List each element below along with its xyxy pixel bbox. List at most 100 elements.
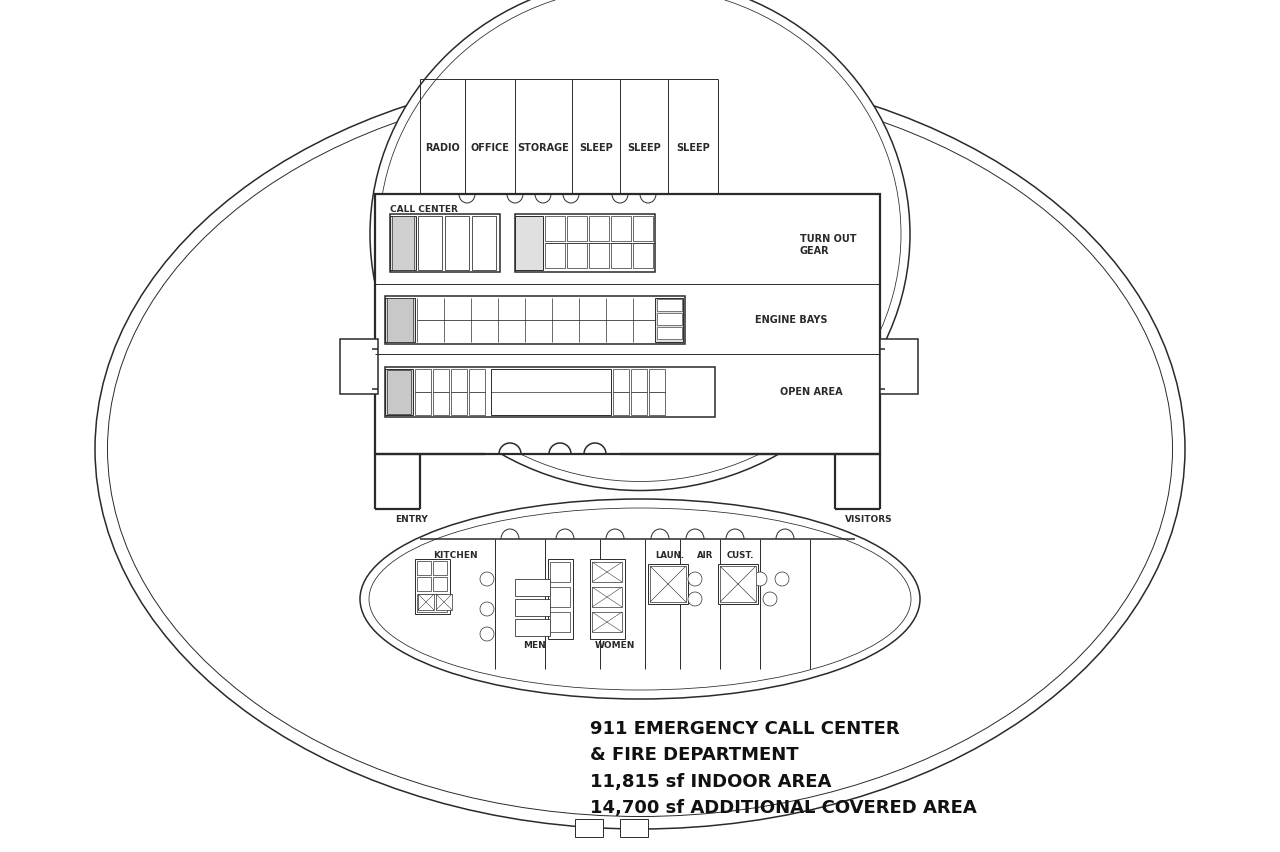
Bar xyxy=(657,300,682,312)
Bar xyxy=(589,244,609,268)
Bar xyxy=(611,244,631,268)
Bar xyxy=(657,328,682,340)
Bar xyxy=(436,595,452,610)
Circle shape xyxy=(480,573,494,586)
Circle shape xyxy=(689,592,701,607)
Bar xyxy=(550,562,570,582)
Bar xyxy=(545,216,564,242)
Bar xyxy=(611,216,631,242)
Bar xyxy=(392,216,413,271)
Text: KITCHEN: KITCHEN xyxy=(433,550,477,559)
Bar xyxy=(634,244,653,268)
Bar xyxy=(620,819,648,837)
Bar xyxy=(650,567,686,602)
Bar xyxy=(492,370,611,416)
Bar xyxy=(419,595,434,610)
Bar xyxy=(385,296,685,344)
Bar xyxy=(451,393,467,416)
Bar xyxy=(419,216,442,271)
Circle shape xyxy=(753,573,767,586)
Bar xyxy=(545,244,564,268)
Bar xyxy=(515,215,655,273)
Bar xyxy=(631,393,646,416)
Text: STORAGE: STORAGE xyxy=(517,143,568,153)
Bar xyxy=(657,314,682,325)
Bar xyxy=(613,393,628,416)
Bar xyxy=(591,587,622,607)
Bar xyxy=(567,244,588,268)
Text: RADIO: RADIO xyxy=(425,143,460,153)
Bar xyxy=(550,613,570,632)
Text: TURN OUT
GEAR: TURN OUT GEAR xyxy=(800,234,856,256)
Bar xyxy=(385,367,716,417)
Bar xyxy=(515,599,550,616)
Bar xyxy=(515,216,543,271)
Bar xyxy=(567,216,588,242)
Bar xyxy=(515,579,550,596)
Text: ENTRY: ENTRY xyxy=(396,515,428,524)
Bar xyxy=(719,567,756,602)
Bar xyxy=(550,587,570,607)
Bar xyxy=(649,370,666,393)
Circle shape xyxy=(689,573,701,586)
Bar xyxy=(655,299,684,343)
Bar xyxy=(451,370,467,393)
Text: MEN: MEN xyxy=(524,640,547,648)
Circle shape xyxy=(763,592,777,607)
Ellipse shape xyxy=(360,499,920,699)
Bar xyxy=(417,561,431,575)
Bar xyxy=(515,619,550,636)
Bar xyxy=(468,393,485,416)
Text: AIR: AIR xyxy=(696,550,713,559)
Bar xyxy=(340,340,378,394)
Bar xyxy=(548,560,573,639)
Bar xyxy=(433,370,449,393)
Text: ENGINE BAYS: ENGINE BAYS xyxy=(755,314,827,325)
Bar xyxy=(433,578,447,591)
Bar xyxy=(415,560,451,614)
Bar xyxy=(385,299,415,343)
Circle shape xyxy=(480,602,494,616)
Bar xyxy=(415,370,431,393)
Bar xyxy=(591,613,622,632)
Bar xyxy=(879,340,918,394)
Bar xyxy=(415,393,431,416)
Bar xyxy=(634,216,653,242)
Bar xyxy=(575,819,603,837)
Bar xyxy=(718,564,758,604)
Bar xyxy=(390,215,500,273)
Text: WOMEN: WOMEN xyxy=(595,640,635,648)
Bar xyxy=(649,393,666,416)
Bar xyxy=(445,216,468,271)
Bar xyxy=(648,564,689,604)
Bar xyxy=(433,393,449,416)
Bar xyxy=(417,595,447,613)
Bar xyxy=(387,299,413,343)
Bar xyxy=(468,370,485,393)
Ellipse shape xyxy=(370,0,910,491)
Bar xyxy=(472,216,497,271)
Bar xyxy=(590,560,625,639)
Circle shape xyxy=(774,573,788,586)
Bar xyxy=(387,371,411,415)
Bar xyxy=(375,195,879,454)
Text: SLEEP: SLEEP xyxy=(627,143,660,153)
Bar xyxy=(385,370,413,416)
Text: OFFICE: OFFICE xyxy=(471,143,509,153)
Text: 911 EMERGENCY CALL CENTER
& FIRE DEPARTMENT
11,815 sf INDOOR AREA
14,700 sf ADDI: 911 EMERGENCY CALL CENTER & FIRE DEPARTM… xyxy=(590,719,977,816)
Bar xyxy=(631,370,646,393)
Circle shape xyxy=(480,627,494,642)
Ellipse shape xyxy=(95,70,1185,829)
Bar xyxy=(433,561,447,575)
Text: CUST.: CUST. xyxy=(726,550,754,559)
Text: SLEEP: SLEEP xyxy=(579,143,613,153)
Bar xyxy=(613,370,628,393)
Text: LAUN.: LAUN. xyxy=(655,550,685,559)
Text: SLEEP: SLEEP xyxy=(676,143,710,153)
Text: VISITORS: VISITORS xyxy=(845,515,892,524)
Bar xyxy=(589,216,609,242)
Bar xyxy=(417,578,431,591)
Bar xyxy=(591,562,622,582)
Text: OPEN AREA: OPEN AREA xyxy=(780,387,842,396)
Text: CALL CENTER: CALL CENTER xyxy=(390,204,458,214)
